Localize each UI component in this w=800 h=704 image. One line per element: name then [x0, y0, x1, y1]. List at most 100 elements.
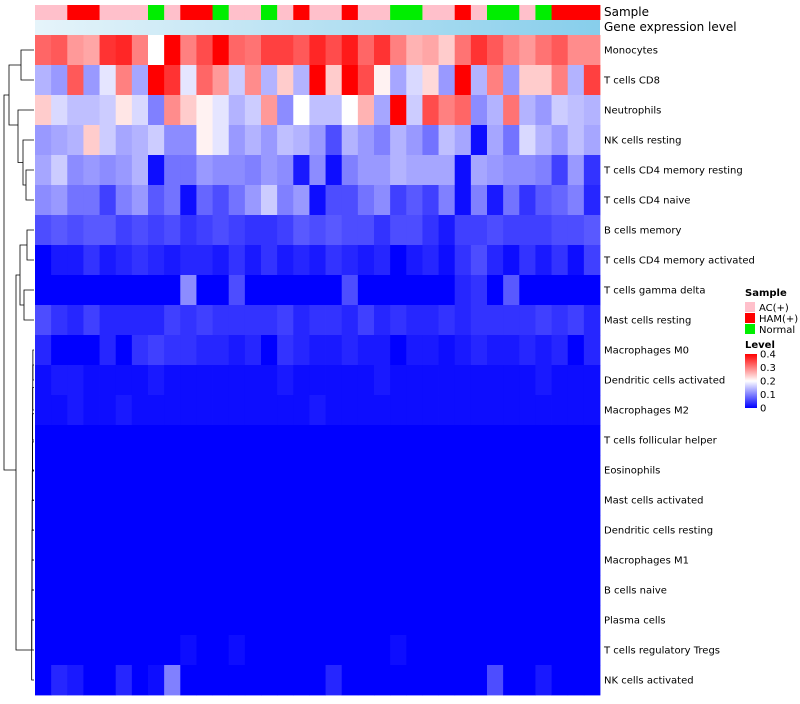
- heatmap-cell: [83, 455, 100, 486]
- heatmap-cell: [83, 125, 100, 156]
- heatmap-cell: [228, 335, 246, 366]
- heatmap-cell: [261, 515, 278, 546]
- heatmap-cell: [309, 365, 326, 396]
- heatmap-cell: [164, 635, 181, 666]
- heatmap-cell: [148, 245, 165, 276]
- heatmap-cell: [148, 35, 165, 66]
- heatmap-cell: [244, 635, 262, 666]
- heatmap-cell: [131, 395, 149, 426]
- heatmap-cell: [164, 95, 181, 126]
- heatmap-cell: [99, 515, 117, 546]
- heatmap-cell: [341, 65, 359, 96]
- heatmap-cell: [83, 185, 100, 216]
- row-label: T cells CD4 memory activated: [603, 256, 755, 267]
- heatmap-cell: [67, 305, 84, 336]
- heatmap-cell: [535, 275, 552, 306]
- heatmap-cell: [293, 365, 310, 396]
- heatmap-cell: [503, 275, 520, 306]
- heatmap-cell: [51, 455, 68, 486]
- heatmap-cell: [293, 575, 310, 606]
- heatmap-cell: [228, 425, 246, 456]
- heatmap-cell: [583, 125, 601, 156]
- sample-annotation-cell: [309, 5, 326, 20]
- heatmap-cell: [309, 395, 326, 426]
- level-tick-label: 0.4: [760, 350, 776, 361]
- heatmap-cell: [535, 65, 552, 96]
- heatmap-cell: [390, 665, 407, 696]
- heatmap-cell: [293, 245, 310, 276]
- heatmap-cell: [196, 605, 213, 636]
- heatmap-cell: [487, 215, 504, 246]
- heatmap-cell: [35, 275, 52, 306]
- heatmap-cell: [422, 365, 439, 396]
- heatmap-cell: [390, 155, 407, 186]
- heatmap-cell: [244, 575, 262, 606]
- heatmap-cell: [551, 425, 569, 456]
- heatmap-cell: [487, 155, 504, 186]
- heatmap-cell: [277, 335, 294, 366]
- heatmap-cell: [131, 185, 149, 216]
- heatmap-cell: [374, 605, 391, 636]
- heatmap-cell: [487, 485, 504, 516]
- heatmap-cell: [357, 425, 375, 456]
- heatmap-cell: [406, 635, 423, 666]
- heatmap-cell: [438, 215, 456, 246]
- heatmap-cell: [244, 365, 262, 396]
- level-tick-label: 0: [760, 404, 766, 415]
- heatmap-cell: [51, 605, 68, 636]
- heatmap-cell: [196, 455, 213, 486]
- heatmap-cell: [309, 515, 326, 546]
- heatmap-cell: [228, 65, 246, 96]
- heatmap-cell: [422, 395, 439, 426]
- heatmap-cell: [567, 245, 585, 276]
- heatmap-cell: [196, 215, 213, 246]
- heatmap-cell: [293, 335, 310, 366]
- heatmap-cell: [164, 215, 181, 246]
- heatmap-cell: [293, 125, 310, 156]
- heatmap-cell: [325, 635, 343, 666]
- heatmap-cell: [115, 395, 133, 426]
- heatmap-cell: [148, 125, 165, 156]
- heatmap-cell: [164, 155, 181, 186]
- row-label: B cells naive: [604, 586, 667, 597]
- heatmap-cell: [390, 515, 407, 546]
- heatmap-cell: [277, 575, 294, 606]
- heatmap-cell: [212, 455, 230, 486]
- heatmap-cell: [244, 395, 262, 426]
- heatmap-cell: [51, 515, 68, 546]
- heatmap-cell: [277, 455, 294, 486]
- heatmap-cell: [341, 155, 359, 186]
- heatmap-cell: [422, 635, 439, 666]
- heatmap-cell: [83, 305, 100, 336]
- heatmap-cell: [131, 95, 149, 126]
- sample-annotation-cell: [406, 5, 423, 20]
- heatmap-cell: [583, 515, 601, 546]
- dendrogram-branch: [20, 49, 34, 81]
- heatmap-cell: [390, 305, 407, 336]
- heatmap-cell: [325, 305, 343, 336]
- heatmap-cell: [67, 605, 84, 636]
- heatmap-cell: [470, 35, 488, 66]
- heatmap-cell: [67, 35, 84, 66]
- heatmap-cell: [277, 545, 294, 576]
- heatmap-cell: [196, 275, 213, 306]
- heatmap-cell: [454, 275, 472, 306]
- heatmap-cell: [503, 545, 520, 576]
- heatmap-cell: [470, 545, 488, 576]
- heatmap-cell: [535, 515, 552, 546]
- heatmap-cell: [374, 395, 391, 426]
- heatmap-cell: [438, 485, 456, 516]
- heatmap-cell: [438, 35, 456, 66]
- heatmap-cell: [422, 455, 439, 486]
- heatmap-cell: [422, 215, 439, 246]
- heatmap-cell: [212, 605, 230, 636]
- heatmap-cell: [35, 485, 52, 516]
- heatmap-cell: [422, 605, 439, 636]
- heatmap-cell: [519, 35, 536, 66]
- heatmap-cell: [535, 575, 552, 606]
- row-label: T cells CD4 memory resting: [603, 166, 743, 177]
- heatmap-cell: [35, 605, 52, 636]
- heatmap-cell: [422, 305, 439, 336]
- heatmap-cell: [406, 185, 423, 216]
- heatmap-cell: [325, 35, 343, 66]
